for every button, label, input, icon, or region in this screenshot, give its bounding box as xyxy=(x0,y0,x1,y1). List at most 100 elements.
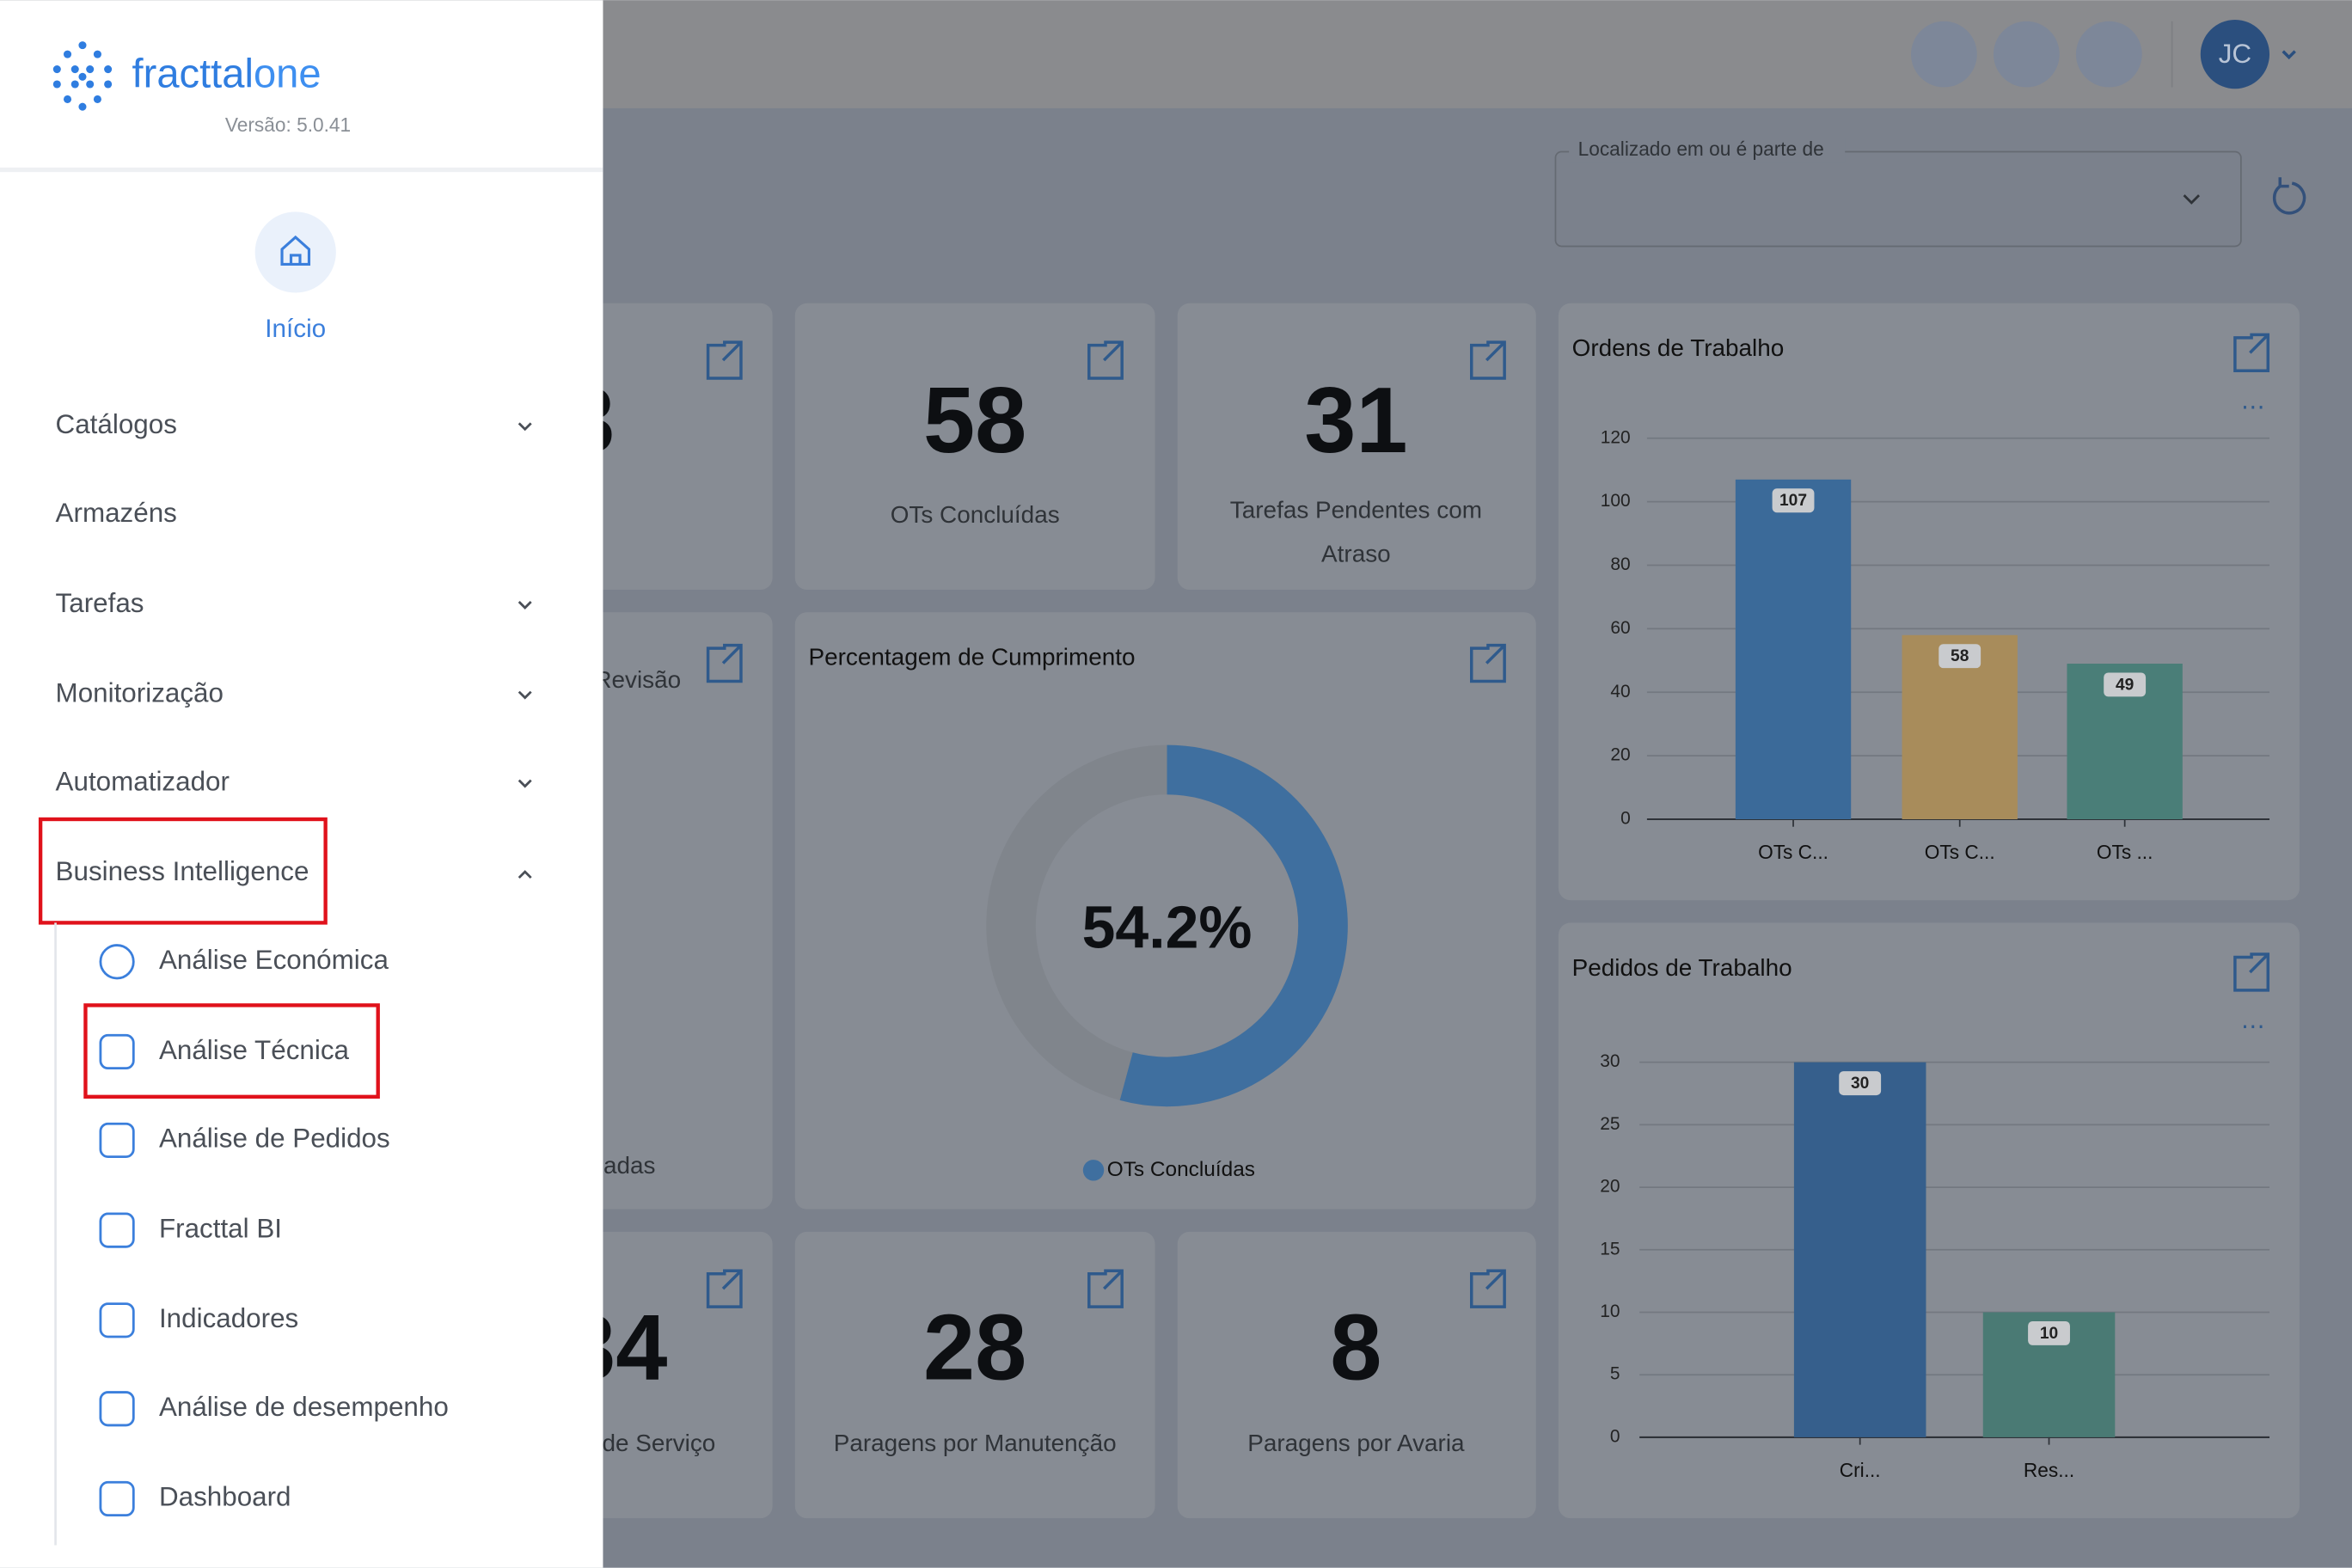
kpi-value: 58 xyxy=(923,368,1026,472)
y-tick-label: 120 xyxy=(1601,427,1631,447)
open-icon[interactable] xyxy=(1470,1269,1506,1308)
y-tick-label: 60 xyxy=(1610,618,1630,638)
submenu-item[interactable]: Dashboard xyxy=(159,1482,291,1512)
value-label: 49 xyxy=(2116,676,2134,694)
y-tick-label: 20 xyxy=(1600,1177,1620,1197)
value-label: 30 xyxy=(1851,1075,1869,1093)
submenu-icon xyxy=(99,1391,135,1427)
logo-dot xyxy=(93,50,101,58)
logo-dot xyxy=(104,65,113,74)
y-tick-label: 20 xyxy=(1610,745,1630,765)
header-icon[interactable] xyxy=(1993,21,2060,88)
brand-part: al xyxy=(222,51,254,96)
brand-part: one xyxy=(254,51,322,96)
logo-dot xyxy=(86,65,95,74)
brand: fracttalone xyxy=(132,51,322,96)
filter-box[interactable] xyxy=(1554,150,2242,248)
submenu-icon xyxy=(99,1480,135,1517)
open-icon[interactable] xyxy=(1470,340,1506,380)
x-tick-label: Res... xyxy=(2024,1459,2074,1481)
menu-item[interactable]: Automatizador xyxy=(56,766,230,796)
value-label: 107 xyxy=(1779,492,1807,510)
logo-dot xyxy=(78,41,87,50)
submenu-item[interactable]: Análise de desempenho xyxy=(159,1392,449,1422)
logo xyxy=(52,41,113,111)
menu-item[interactable]: Catálogos xyxy=(56,409,177,439)
header-icon[interactable] xyxy=(2075,21,2142,88)
submenu-item[interactable]: Análise de Pedidos xyxy=(159,1124,390,1154)
submenu-icon xyxy=(99,1033,135,1070)
card xyxy=(1177,1231,1536,1519)
open-icon[interactable] xyxy=(706,340,743,380)
chart-menu[interactable]: ⋯ xyxy=(2241,1013,2265,1039)
kpi-value: 8 xyxy=(1330,1295,1381,1400)
highlight-box xyxy=(38,817,328,925)
menu-item[interactable]: Monitorização xyxy=(56,677,224,707)
menu-chevron xyxy=(518,601,532,609)
kpi-value: 28 xyxy=(923,1295,1026,1400)
value-label: 10 xyxy=(2040,1325,2058,1343)
avatar-chevron xyxy=(2282,50,2296,60)
donut-arc xyxy=(1119,744,1348,1107)
avatar-initials: JC xyxy=(2219,39,2251,69)
home-icon xyxy=(280,235,311,266)
card xyxy=(794,612,1536,1210)
logo-dot xyxy=(104,80,113,89)
x-tick-label: OTs C... xyxy=(1925,841,1995,863)
logo-dot xyxy=(70,80,79,89)
y-tick-label: 30 xyxy=(1600,1051,1620,1071)
y-tick-label: 15 xyxy=(1600,1239,1620,1259)
logo-dot xyxy=(70,65,79,74)
chart-title: Pedidos de Trabalho xyxy=(1572,954,1792,981)
refresh-icon[interactable] xyxy=(2272,177,2306,215)
menu-item[interactable]: Armazéns xyxy=(56,498,177,528)
value-label: 58 xyxy=(1951,647,1969,665)
submenu-item[interactable]: Análise Económica xyxy=(159,945,389,975)
open-icon[interactable] xyxy=(1470,643,1506,683)
home-icon-bg[interactable] xyxy=(254,211,336,293)
y-tick-label: 0 xyxy=(1620,809,1631,829)
logo-dot xyxy=(52,80,61,89)
submenu-icon xyxy=(99,944,135,980)
submenu-icon xyxy=(99,1302,135,1338)
open-icon[interactable] xyxy=(706,1269,743,1308)
card xyxy=(1177,303,1536,591)
chart-title: Ordens de Trabalho xyxy=(1572,334,1785,361)
value-label-bg xyxy=(2104,672,2147,697)
submenu-icon xyxy=(99,1212,135,1248)
menu-chevron xyxy=(518,870,532,879)
value-label-bg xyxy=(2028,1320,2070,1345)
open-icon[interactable] xyxy=(706,643,743,683)
kpi-label: Atraso xyxy=(1321,540,1391,567)
open-icon[interactable] xyxy=(1087,1269,1124,1308)
chart-menu[interactable]: ⋯ xyxy=(2241,393,2265,420)
submenu-item[interactable]: Análise Técnica xyxy=(159,1035,350,1065)
filter-label-bg xyxy=(1569,138,1846,162)
x-tick-label: Cri... xyxy=(1840,1459,1881,1481)
y-tick-label: 5 xyxy=(1610,1364,1620,1384)
submenu-item[interactable]: Indicadores xyxy=(159,1303,298,1333)
y-tick-label: 80 xyxy=(1610,554,1630,574)
y-tick-label: 40 xyxy=(1610,682,1630,701)
logo-dot xyxy=(63,95,72,103)
x-tick-label: OTs ... xyxy=(2097,841,2153,863)
y-tick-label: 10 xyxy=(1600,1302,1620,1321)
open-icon[interactable] xyxy=(2233,952,2270,992)
header-icon[interactable] xyxy=(1911,21,1977,88)
highlight-box xyxy=(83,1003,380,1099)
logo-dot xyxy=(86,80,95,89)
open-icon[interactable] xyxy=(1087,340,1124,380)
y-tick-label: 100 xyxy=(1601,491,1631,511)
submenu-item[interactable]: Fracttal BI xyxy=(159,1213,282,1243)
open-icon[interactable] xyxy=(2233,333,2270,373)
menu-item[interactable]: Business Intelligence xyxy=(56,856,309,886)
avatar[interactable] xyxy=(2200,19,2270,89)
menu-chevron xyxy=(518,422,532,432)
legend-dot xyxy=(1082,1160,1105,1181)
value-label-bg xyxy=(1939,644,1981,669)
home-label[interactable]: Início xyxy=(265,315,326,343)
kpi-label: OTs Concluídas xyxy=(891,501,1060,528)
menu-item[interactable]: Tarefas xyxy=(56,588,144,618)
logo-dot xyxy=(78,72,87,81)
